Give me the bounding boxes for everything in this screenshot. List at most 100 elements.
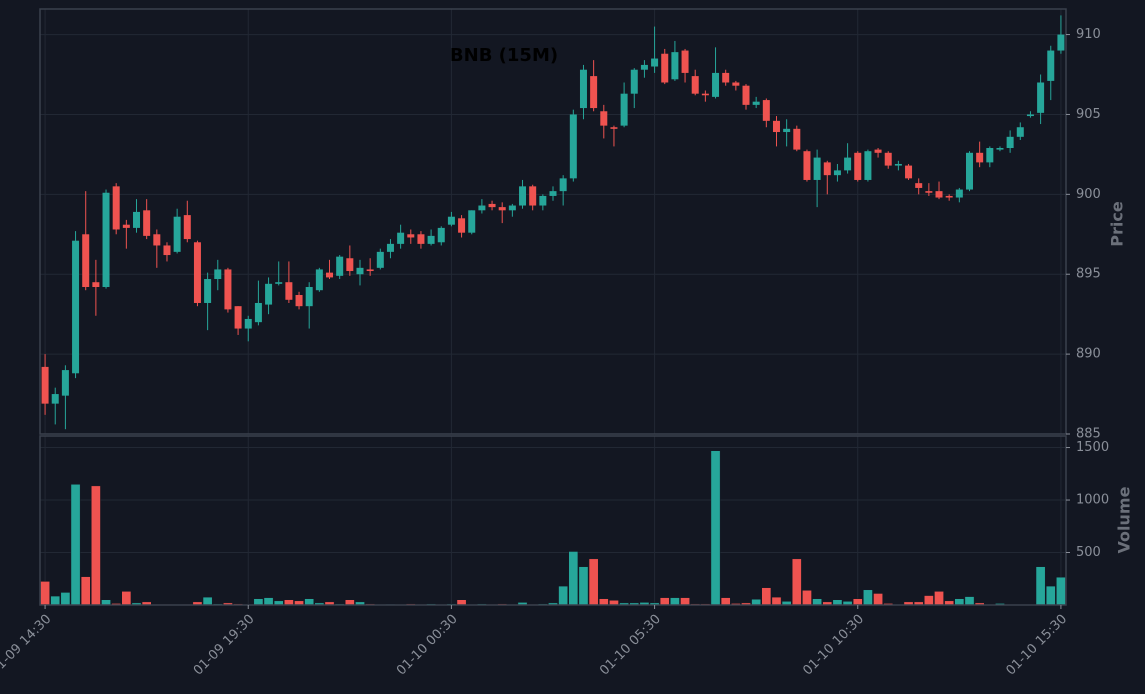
candle-body bbox=[701, 93, 709, 96]
volume-bar bbox=[578, 566, 589, 606]
volume-bar bbox=[70, 484, 81, 606]
candle-body bbox=[539, 195, 547, 206]
volume-bar bbox=[924, 595, 934, 606]
candle-body bbox=[427, 235, 435, 244]
y-tick-label: 900 bbox=[1076, 187, 1101, 202]
candle-body bbox=[193, 242, 201, 303]
volume-bar bbox=[50, 595, 61, 606]
candle-body bbox=[1037, 82, 1045, 113]
candle-body bbox=[823, 162, 831, 176]
candle-body bbox=[488, 203, 496, 208]
candle-body bbox=[376, 251, 384, 268]
volume-bar bbox=[304, 598, 315, 606]
candle-body bbox=[762, 100, 770, 121]
volume-tick-label: 1500 bbox=[1076, 440, 1109, 455]
volume-panel bbox=[39, 435, 1067, 606]
candle-body bbox=[356, 267, 364, 275]
volume-bar bbox=[852, 598, 863, 606]
volume-tick-label: 1000 bbox=[1076, 493, 1109, 508]
candle-body bbox=[265, 283, 273, 305]
chart-title: BNB (15M) bbox=[450, 45, 558, 66]
candle-body bbox=[112, 186, 120, 230]
candle-body bbox=[305, 287, 313, 307]
candle-body bbox=[996, 148, 1004, 150]
candle-body bbox=[275, 282, 283, 284]
candle-body bbox=[366, 269, 374, 272]
volume-bar bbox=[344, 599, 355, 606]
volume-bar bbox=[761, 587, 772, 606]
candle-body bbox=[1016, 127, 1024, 137]
volume-bar bbox=[40, 581, 50, 606]
volume-bar bbox=[101, 599, 111, 606]
candle-body bbox=[163, 245, 171, 256]
candle-body bbox=[437, 227, 445, 243]
volume-bar bbox=[873, 593, 883, 606]
candle-body bbox=[173, 216, 181, 252]
volume-bar bbox=[791, 558, 802, 606]
candle-body bbox=[854, 152, 862, 180]
candle-body bbox=[51, 394, 59, 404]
candle-body bbox=[254, 302, 262, 323]
candle-body bbox=[772, 120, 780, 133]
candle-body bbox=[651, 58, 659, 67]
volume-bar bbox=[121, 591, 132, 606]
candle-body bbox=[844, 157, 852, 171]
candle-body bbox=[965, 152, 973, 190]
candle-body bbox=[1057, 34, 1065, 51]
candle-body bbox=[153, 234, 161, 246]
candle-body bbox=[478, 205, 486, 211]
candle-body bbox=[1047, 50, 1055, 81]
candle-body bbox=[874, 149, 882, 153]
volume-bar bbox=[588, 558, 599, 606]
volume-tick-label: 500 bbox=[1076, 545, 1101, 560]
candle-body bbox=[82, 234, 90, 288]
candle-body bbox=[204, 279, 212, 303]
candle-body bbox=[346, 258, 354, 272]
candle-body bbox=[72, 240, 80, 374]
candle-body bbox=[590, 76, 598, 109]
volume-bar bbox=[802, 590, 812, 606]
candle-body bbox=[915, 183, 923, 188]
candle-body bbox=[945, 195, 953, 198]
volume-bar bbox=[1045, 585, 1056, 606]
candle-body bbox=[640, 64, 648, 70]
candle-body bbox=[569, 114, 577, 179]
volume-bar bbox=[934, 591, 944, 606]
volume-bar bbox=[202, 596, 213, 606]
volume-bar bbox=[751, 598, 762, 606]
candle-body bbox=[183, 215, 191, 240]
candle-body bbox=[122, 224, 130, 228]
candle-body bbox=[336, 256, 344, 276]
candle-body bbox=[579, 69, 587, 109]
volume-bar bbox=[863, 589, 873, 606]
candle-body bbox=[61, 370, 69, 396]
volume-bar bbox=[964, 596, 975, 606]
y-tick-label: 905 bbox=[1076, 107, 1101, 122]
candle-body bbox=[92, 282, 100, 288]
volume-bar bbox=[832, 599, 843, 606]
marks bbox=[40, 15, 1066, 606]
candle-body bbox=[285, 282, 293, 300]
volume-bar bbox=[720, 597, 731, 606]
candle-body bbox=[610, 127, 618, 129]
candle-body bbox=[884, 152, 892, 166]
volume-bar bbox=[812, 598, 822, 606]
candle-body bbox=[397, 232, 405, 244]
candle-body bbox=[508, 205, 516, 211]
volume-bar bbox=[91, 485, 101, 606]
volume-bar bbox=[558, 585, 569, 606]
candle-body bbox=[295, 294, 303, 307]
candle-body bbox=[630, 69, 638, 94]
candle-body bbox=[1006, 136, 1014, 149]
candle-body bbox=[671, 52, 679, 80]
volume-bar bbox=[80, 576, 91, 606]
candle-body bbox=[407, 234, 415, 238]
candle-body bbox=[752, 101, 760, 105]
candle-body bbox=[681, 50, 689, 73]
candle-body bbox=[894, 163, 902, 166]
candle-body bbox=[813, 157, 821, 180]
volume-bar bbox=[670, 597, 680, 606]
candle-body bbox=[905, 165, 913, 179]
volume-bar bbox=[263, 597, 274, 606]
